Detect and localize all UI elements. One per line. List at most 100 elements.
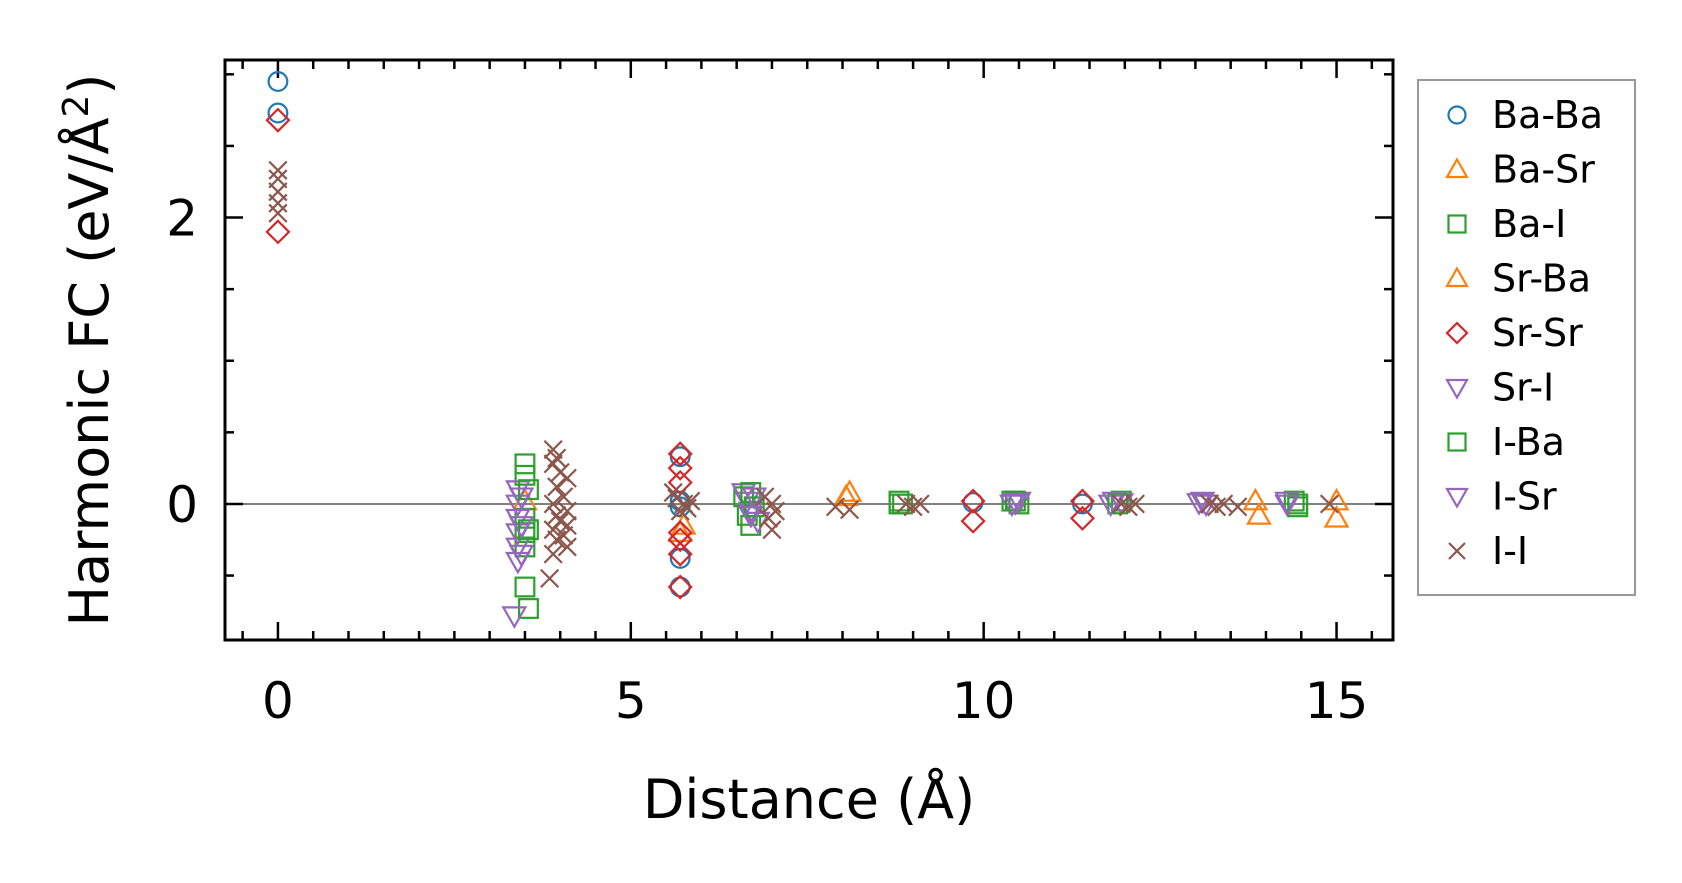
data-point xyxy=(1274,491,1301,515)
y-axis-label: Harmonic FC (eV/Å2) xyxy=(56,74,122,627)
x-tick-label: 10 xyxy=(952,672,1016,730)
data-point xyxy=(501,606,528,629)
data-point xyxy=(667,527,693,553)
y-tick-label: 0 xyxy=(166,476,198,534)
data-point xyxy=(518,519,539,541)
legend-label: Ba-I xyxy=(1492,202,1566,246)
plot-area xyxy=(223,58,1395,642)
tick-labels: 0 5 10 15 0 2 xyxy=(166,190,1368,730)
legend-marker xyxy=(1445,157,1469,179)
data-point xyxy=(557,501,577,521)
data-points xyxy=(265,71,1350,629)
data-point xyxy=(737,506,764,529)
data-point xyxy=(667,541,693,567)
legend-marker xyxy=(1445,321,1469,345)
y-axis-label-close: ) xyxy=(58,74,121,95)
data-point xyxy=(1004,490,1026,512)
data-point xyxy=(557,515,577,536)
data-point xyxy=(557,468,577,488)
y-tick-label: 2 xyxy=(166,190,198,248)
data-point xyxy=(667,574,693,600)
y-axis-label-main: Harmonic FC (eV/Å xyxy=(57,117,121,626)
data-point xyxy=(540,568,560,588)
data-point xyxy=(667,469,693,496)
data-point xyxy=(903,497,923,517)
data-point xyxy=(669,547,691,569)
legend-label: Sr-Ba xyxy=(1492,257,1591,301)
axis-ticks xyxy=(225,60,1393,640)
data-point xyxy=(543,520,563,540)
data-point xyxy=(543,494,563,514)
data-point xyxy=(1118,497,1138,517)
series-i-i xyxy=(268,160,1340,588)
data-point xyxy=(547,448,567,468)
data-point xyxy=(554,487,574,507)
legend-label: Ba-Ba xyxy=(1492,93,1603,137)
data-point xyxy=(670,501,690,521)
y-axis-label-superscript: 2 xyxy=(56,95,97,118)
data-point xyxy=(267,102,289,124)
legend-label: Ba-Sr xyxy=(1492,148,1595,192)
data-point xyxy=(762,520,782,540)
data-point xyxy=(265,107,291,133)
x-axis-label: Distance (Å) xyxy=(643,767,975,831)
data-point xyxy=(840,500,860,520)
data-point xyxy=(667,455,693,481)
data-point xyxy=(1186,493,1212,516)
data-point xyxy=(547,477,567,497)
data-point xyxy=(1069,505,1096,531)
data-point xyxy=(1111,494,1131,514)
data-point xyxy=(1323,505,1350,528)
data-point xyxy=(910,494,930,514)
series-i-sr xyxy=(508,487,1301,568)
data-point xyxy=(267,71,289,92)
data-point xyxy=(669,576,691,598)
data-point xyxy=(1125,494,1145,514)
data-point xyxy=(896,494,916,514)
series-sr-sr xyxy=(265,107,1096,600)
data-point xyxy=(667,441,693,467)
data-point xyxy=(514,464,536,486)
data-point xyxy=(960,508,986,534)
x-tick-label: 0 xyxy=(262,672,294,730)
data-point xyxy=(1206,497,1227,517)
data-point xyxy=(1097,494,1124,518)
data-point xyxy=(514,576,536,598)
data-point xyxy=(1319,494,1340,514)
data-point xyxy=(268,203,288,223)
legend-label: Sr-Sr xyxy=(1492,311,1583,355)
legend-marker xyxy=(1445,378,1469,400)
legend-label: Sr-I xyxy=(1492,366,1554,410)
x-tick-label: 15 xyxy=(1305,672,1369,730)
data-point xyxy=(1274,494,1301,518)
series-ba-i xyxy=(514,453,1309,619)
data-point xyxy=(1242,487,1269,511)
data-point xyxy=(1246,502,1272,525)
legend-label: I-Sr xyxy=(1492,475,1557,519)
legend: Ba-Ba Ba-Sr Ba-I Sr-Ba Sr-Sr Sr-I I-Ba I-Sr I-I xyxy=(1417,79,1636,596)
data-point xyxy=(960,488,986,514)
data-point xyxy=(508,544,535,568)
data-point xyxy=(1199,494,1220,514)
data-point xyxy=(888,493,910,515)
data-point xyxy=(543,544,563,564)
data-point xyxy=(508,487,535,511)
data-point xyxy=(514,453,536,475)
legend-label: I-Ba xyxy=(1492,420,1565,464)
data-point xyxy=(265,219,291,245)
series-ba-sr xyxy=(512,479,1350,542)
data-point xyxy=(1323,487,1350,511)
data-point xyxy=(1228,497,1248,517)
legend-marker xyxy=(1445,487,1469,509)
legend-marker xyxy=(1448,542,1466,560)
x-tick-label: 5 xyxy=(615,672,647,730)
data-point xyxy=(1002,493,1029,516)
data-point xyxy=(1069,488,1096,514)
data-point xyxy=(268,193,288,213)
series-ba-ba xyxy=(267,71,1093,598)
data-point xyxy=(557,537,577,557)
legend-marker xyxy=(1447,432,1467,452)
data-point xyxy=(268,160,288,180)
data-point xyxy=(758,508,778,528)
legend-marker xyxy=(1445,266,1469,288)
